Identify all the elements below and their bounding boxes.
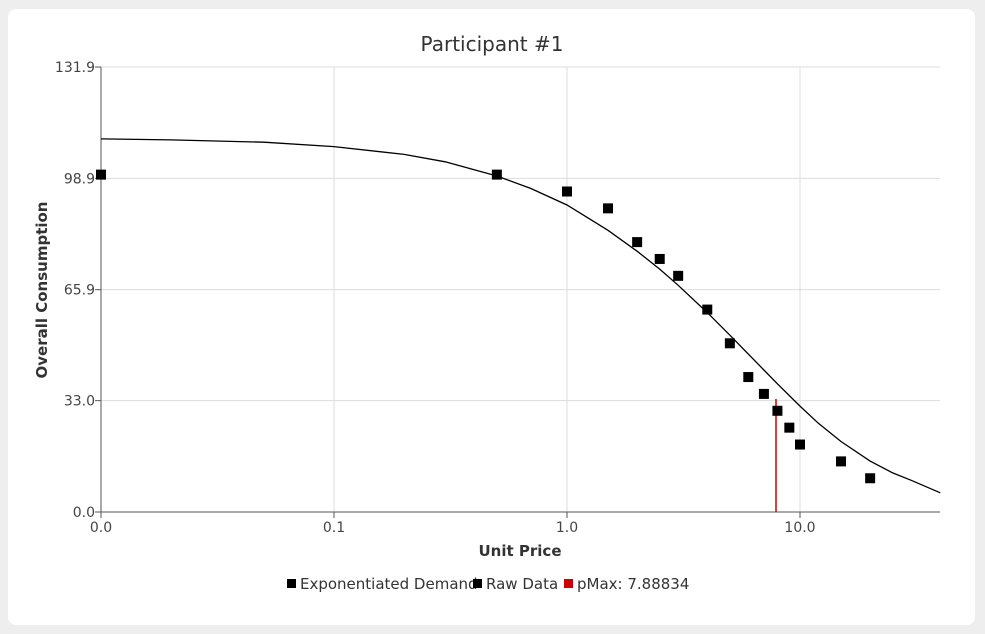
x-tick-label: 0.0 [90,520,112,536]
legend-swatch [564,579,573,588]
legend-swatch [473,579,482,588]
raw-data-point [562,186,572,197]
raw-data-point [654,253,665,264]
grid-lines [101,66,940,512]
y-axis-title: Overall Consumption [33,202,51,379]
raw-data-point [784,422,795,433]
raw-data-point [603,203,614,214]
x-tick-label: 0.1 [323,520,345,536]
legend-swatch [287,579,296,588]
raw-data-point [795,439,805,450]
raw-data-point [702,304,713,315]
raw-data-point [491,169,502,180]
x-tick-label: 1.0 [556,520,578,536]
exponentiated-demand-line [100,138,941,494]
x-tick-label: 10.0 [784,520,815,536]
legend-item[interactable]: Raw Data [473,575,558,593]
y-tick-label: 0.0 [73,505,95,521]
legend: Exponentiated Demand Raw Data pMax: 7.8883… [287,575,689,593]
exponentiated-demand-layer [100,138,941,494]
legend-item[interactable]: Exponentiated Demand [287,575,478,593]
y-tick-labels: 0.0 33.0 65.9 98.9 131.9 [55,60,95,521]
raw-data-point [836,456,847,467]
chart-title: Participant #1 [421,32,564,56]
chart-card [8,9,975,625]
raw-data-point [724,338,735,349]
raw-data-point [673,270,684,281]
legend-label: Raw Data [486,575,558,593]
axes [95,66,940,518]
raw-data-layer [96,169,876,484]
y-tick-label: 33.0 [64,394,95,410]
y-tick-label: 131.9 [55,60,95,76]
raw-data-point [743,372,754,383]
raw-data-point [865,473,876,484]
x-axis-title: Unit Price [479,542,562,560]
raw-data-point [758,388,769,399]
raw-data-point [772,405,783,416]
y-tick-label: 65.9 [64,283,95,299]
legend-item[interactable]: pMax: 7.88834 [564,575,689,593]
legend-label: pMax: 7.88834 [577,575,689,593]
raw-data-point [96,169,106,180]
raw-data-point [632,237,643,248]
y-tick-label: 98.9 [64,171,95,187]
legend-label: Exponentiated Demand [300,575,478,593]
x-tick-labels: 0.0 0.1 1.0 10.0 [90,520,816,536]
